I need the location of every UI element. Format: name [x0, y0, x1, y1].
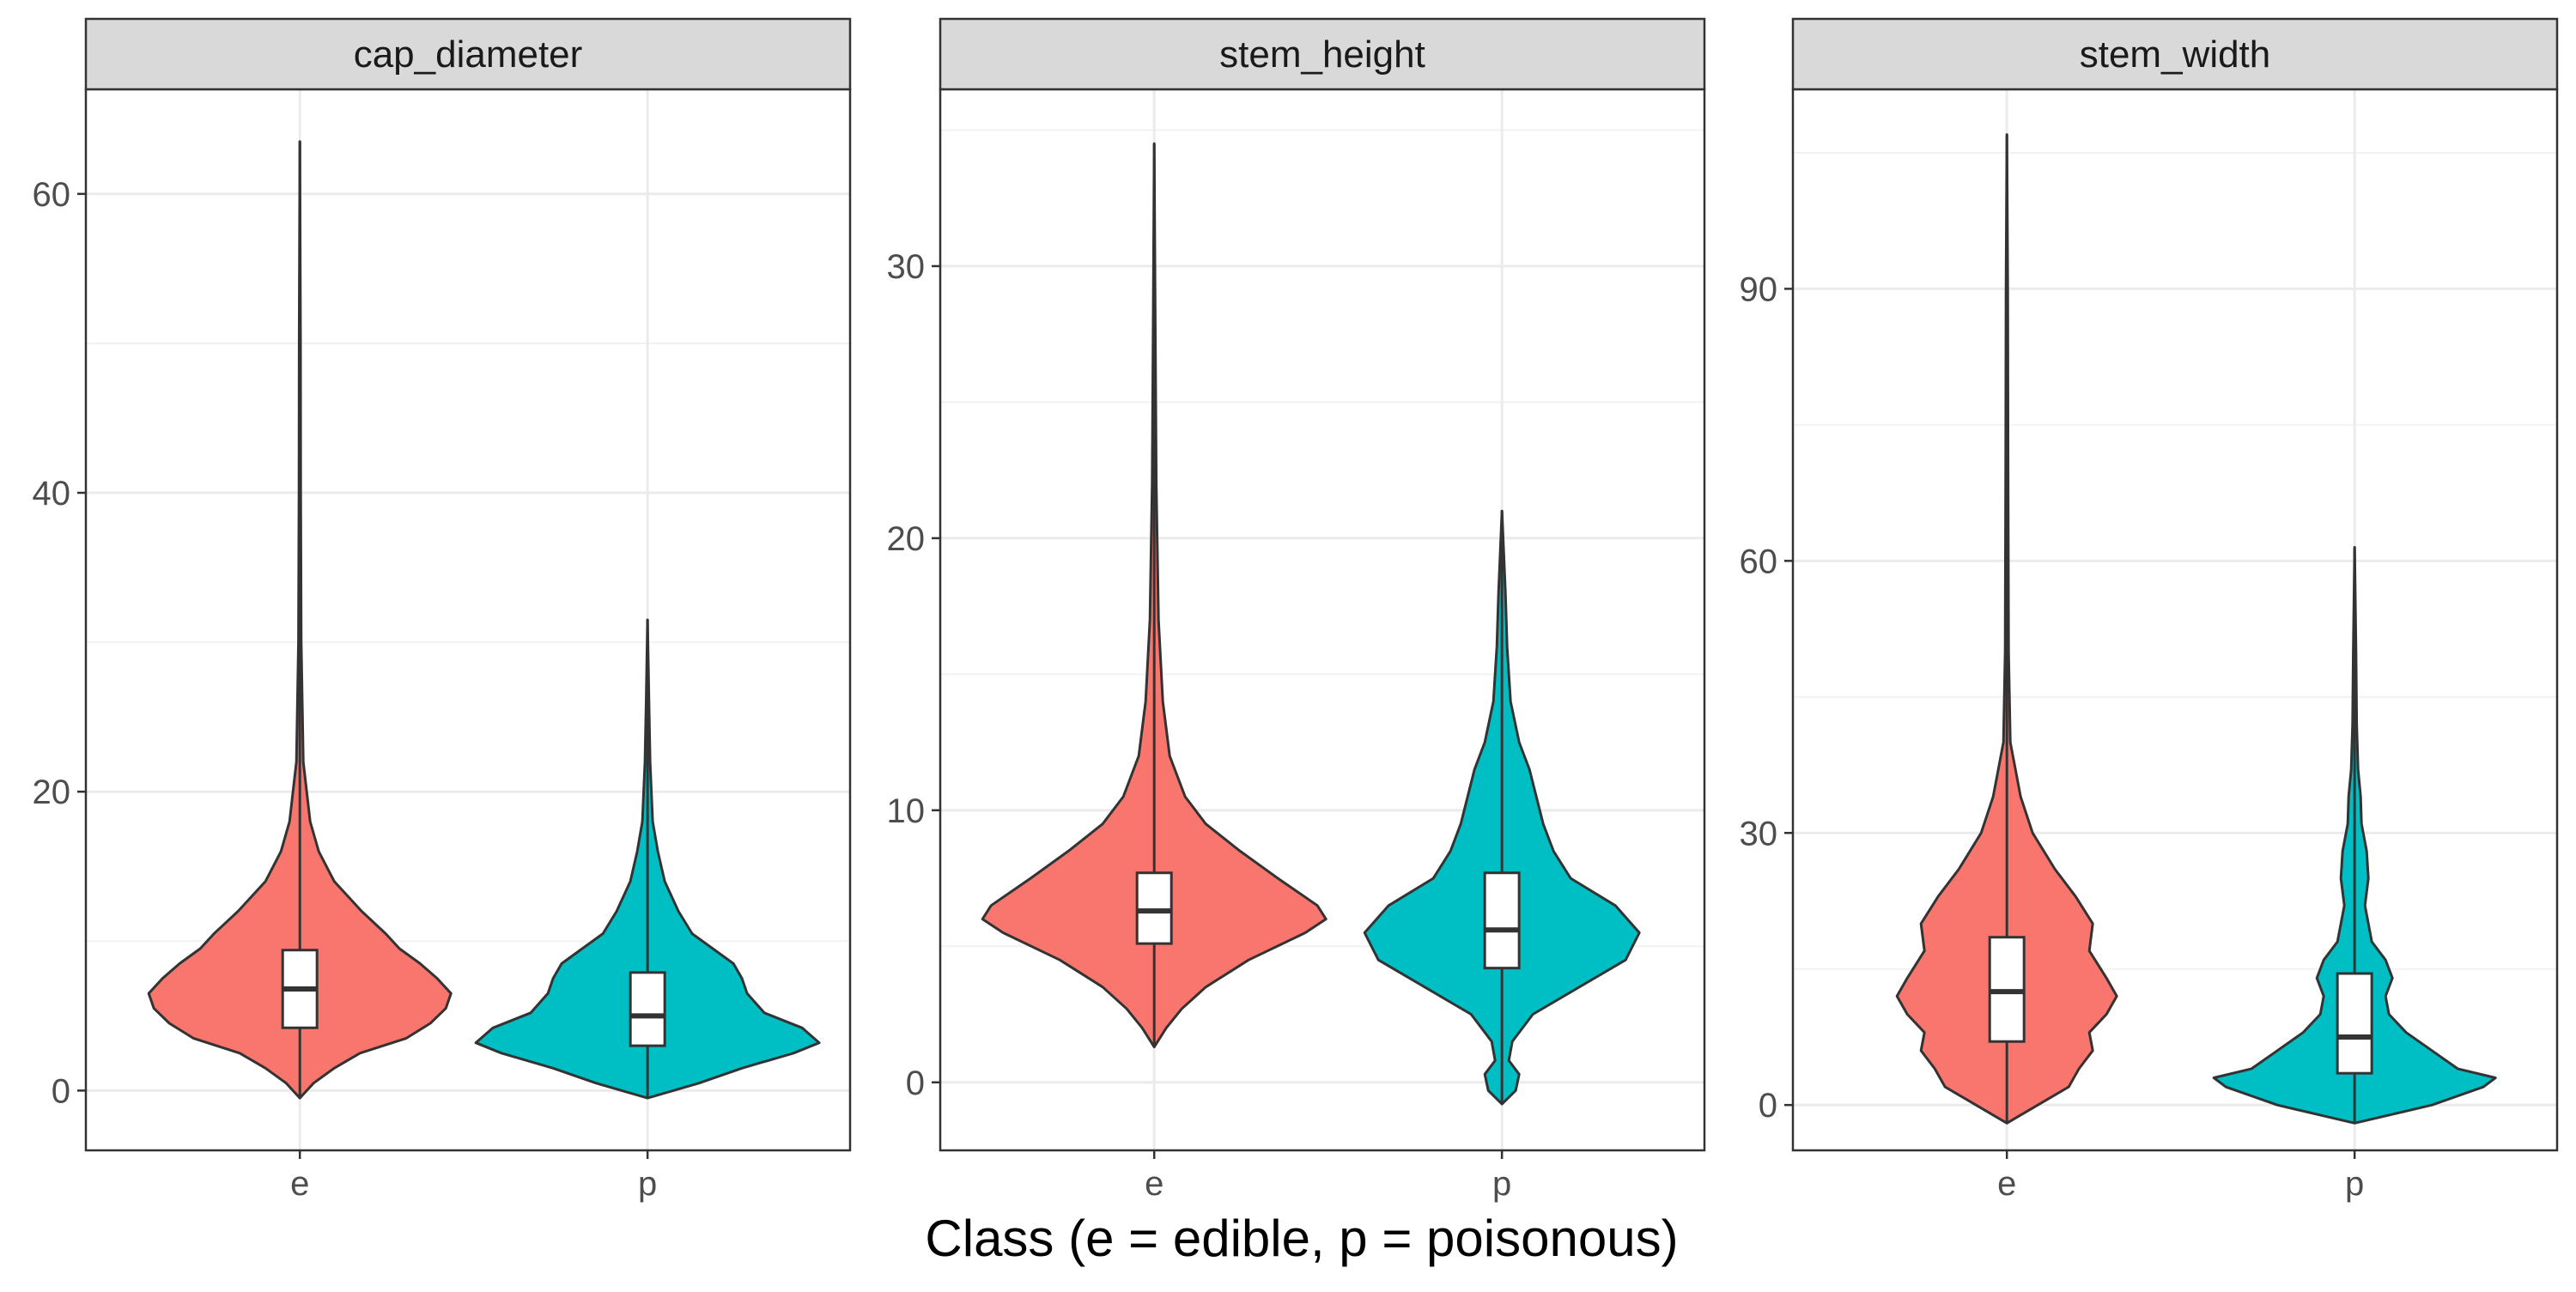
y-tick-label: 90: [1740, 270, 1778, 308]
x-tick-label-p: p: [2345, 1165, 2364, 1203]
box-p: [2336, 972, 2373, 1075]
x-tick-label-e: e: [290, 1165, 309, 1203]
strip-label-stem_width: stem_width: [2080, 33, 2271, 76]
y-tick-label: 0: [1759, 1087, 1777, 1125]
x-tick-label-e: e: [1145, 1165, 1163, 1203]
y-tick-label: 40: [33, 475, 71, 513]
y-tick-label: 20: [33, 773, 71, 811]
strip-background: [1791, 17, 2559, 91]
y-tick-label: 60: [33, 176, 71, 214]
y-tick-label: 30: [1740, 815, 1778, 852]
strip-label-cap_diameter: cap_diameter: [354, 33, 583, 76]
x-axis-title: Class (e = edible, p = poisonous): [925, 1210, 1678, 1267]
x-tick-label-p: p: [638, 1165, 657, 1203]
y-tick-label: 0: [52, 1072, 70, 1110]
y-tick-label: 20: [887, 520, 926, 558]
strip-label-stem_height: stem_height: [1219, 33, 1425, 76]
y-tick-label: 0: [906, 1065, 925, 1102]
box-p: [629, 971, 666, 1047]
box-p: [1483, 871, 1521, 970]
y-tick-label: 60: [1740, 543, 1778, 580]
x-tick-label-e: e: [1997, 1165, 2016, 1203]
strip-background: [939, 17, 1706, 91]
y-tick-label: 10: [887, 792, 926, 830]
x-tick-label-p: p: [1492, 1165, 1511, 1203]
plot-background: [940, 89, 1704, 1150]
box-e: [1135, 871, 1173, 945]
y-tick-label: 30: [887, 248, 926, 286]
strip-background: [84, 17, 852, 91]
